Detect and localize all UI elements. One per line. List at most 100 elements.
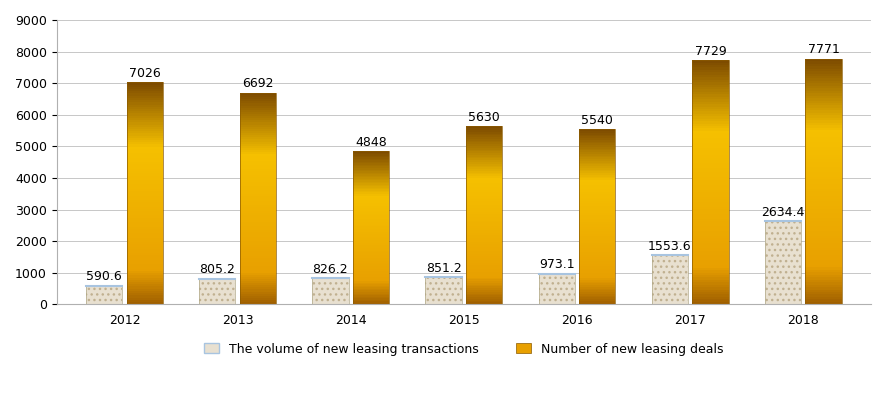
Bar xyxy=(579,299,616,301)
Bar xyxy=(805,137,842,140)
Bar xyxy=(692,94,728,97)
Bar xyxy=(466,198,502,199)
Bar xyxy=(466,246,502,247)
Bar xyxy=(765,221,801,304)
Bar xyxy=(466,215,502,217)
Bar xyxy=(692,68,728,70)
Bar xyxy=(353,183,389,185)
Bar xyxy=(579,213,616,215)
Bar xyxy=(466,272,502,274)
Bar xyxy=(240,106,276,108)
Bar xyxy=(692,151,728,153)
Bar xyxy=(353,214,389,216)
Bar xyxy=(353,151,389,304)
Bar xyxy=(127,298,163,300)
Bar xyxy=(692,277,728,280)
Bar xyxy=(805,64,842,66)
Bar xyxy=(353,294,389,295)
Bar xyxy=(805,152,842,155)
Bar xyxy=(692,89,728,92)
Bar xyxy=(692,302,728,304)
Bar xyxy=(353,202,389,203)
Bar xyxy=(692,299,728,302)
Bar xyxy=(353,159,389,160)
Bar xyxy=(579,285,616,287)
Bar xyxy=(127,226,163,229)
Bar xyxy=(127,147,163,149)
Bar xyxy=(353,226,389,228)
Bar xyxy=(466,240,502,242)
Bar xyxy=(805,258,842,260)
Bar xyxy=(466,247,502,249)
Bar xyxy=(466,206,502,208)
Bar xyxy=(466,143,502,144)
Bar xyxy=(353,217,389,219)
Bar xyxy=(353,246,389,248)
Bar xyxy=(579,264,616,266)
Bar xyxy=(579,271,616,273)
Bar xyxy=(353,292,389,294)
Bar xyxy=(240,279,276,281)
Bar xyxy=(692,82,728,85)
Bar xyxy=(240,156,276,158)
Bar xyxy=(466,295,502,297)
Bar xyxy=(692,177,728,180)
Bar xyxy=(353,212,389,214)
Bar xyxy=(692,189,728,192)
Bar xyxy=(240,112,276,114)
Bar xyxy=(466,267,502,269)
Bar xyxy=(805,189,842,191)
Bar xyxy=(240,256,276,258)
Bar xyxy=(353,269,389,271)
Bar xyxy=(466,288,502,290)
Bar xyxy=(353,188,389,189)
Bar xyxy=(353,171,389,173)
Bar xyxy=(466,210,502,212)
Bar xyxy=(240,285,276,287)
Bar xyxy=(692,123,728,126)
Bar xyxy=(353,237,389,239)
Text: 973.1: 973.1 xyxy=(539,258,574,271)
Bar xyxy=(127,167,163,169)
Bar xyxy=(579,302,616,304)
Bar xyxy=(579,208,616,210)
Text: 826.2: 826.2 xyxy=(313,263,348,276)
Bar xyxy=(353,241,389,243)
Bar xyxy=(240,143,276,146)
Bar xyxy=(466,201,502,203)
Bar xyxy=(466,279,502,281)
Bar xyxy=(353,272,389,274)
Bar xyxy=(466,176,502,178)
Bar xyxy=(466,302,502,304)
Bar xyxy=(127,258,163,260)
Bar xyxy=(353,261,389,263)
Text: 6692: 6692 xyxy=(242,78,274,90)
Bar xyxy=(353,274,389,275)
Bar xyxy=(425,277,462,304)
Bar xyxy=(805,206,842,208)
Bar xyxy=(240,243,276,245)
Bar xyxy=(353,196,389,197)
Bar xyxy=(240,121,276,123)
Bar xyxy=(240,97,276,99)
Bar xyxy=(240,226,276,228)
Bar xyxy=(466,292,502,294)
Bar xyxy=(240,239,276,241)
Bar xyxy=(127,198,163,200)
Bar xyxy=(240,268,276,271)
Bar xyxy=(127,231,163,233)
Bar xyxy=(353,194,389,196)
Bar xyxy=(240,222,276,224)
Bar xyxy=(127,220,163,222)
Bar xyxy=(692,168,728,170)
Bar xyxy=(425,277,462,304)
Bar xyxy=(692,275,728,277)
Bar xyxy=(353,244,389,246)
Bar xyxy=(127,89,163,91)
Bar xyxy=(240,283,276,285)
Bar xyxy=(127,204,163,206)
Bar xyxy=(466,157,502,158)
Bar xyxy=(805,83,842,86)
Bar xyxy=(579,224,616,226)
Bar xyxy=(466,144,502,146)
